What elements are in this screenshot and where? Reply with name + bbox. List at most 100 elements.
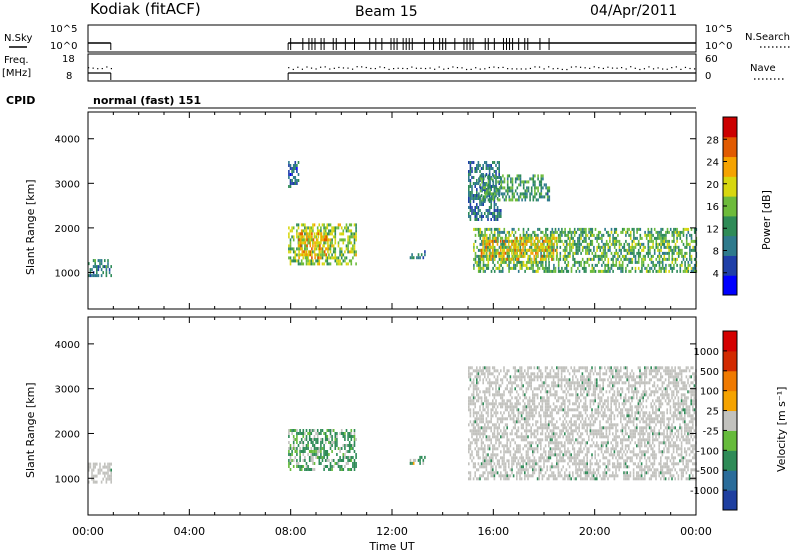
power-cell (485, 227, 488, 231)
power-cell (350, 259, 353, 263)
velocity-cell (296, 429, 298, 432)
velocity-cell (578, 462, 580, 466)
nave-dot (420, 67, 422, 69)
velocity-cell (300, 438, 303, 441)
power-cell (685, 257, 688, 261)
power-cell (591, 227, 594, 231)
velocity-cell (580, 474, 582, 478)
power-cell (681, 254, 683, 258)
power-cell (681, 239, 683, 243)
velocity-cell (479, 465, 481, 469)
power-cell (303, 235, 305, 239)
velocity-cell (564, 411, 566, 415)
power-cell (605, 254, 608, 258)
power-cell (637, 239, 640, 243)
velocity-cell (562, 420, 564, 424)
power-cell (516, 260, 518, 264)
velocity-cell (530, 372, 532, 376)
velocity-cell (607, 405, 609, 409)
velocity-cell (468, 405, 470, 409)
velocity-cell (580, 366, 582, 370)
power-cell (511, 186, 514, 190)
power-cell (585, 230, 587, 234)
power-cell (291, 229, 293, 233)
power-cell (604, 257, 606, 261)
power-cell (508, 254, 510, 258)
velocity-cell (318, 450, 321, 453)
power-cell (681, 260, 683, 264)
power-cell (551, 230, 554, 234)
velocity-cell (294, 450, 297, 453)
power-cell (340, 226, 343, 230)
velocity-cell (557, 459, 560, 463)
velocity-cell (487, 444, 489, 448)
power-cell (660, 242, 662, 246)
velocity-cell (556, 399, 558, 403)
power-cell (644, 230, 646, 234)
power-cell (324, 226, 327, 230)
velocity-cell (604, 441, 606, 445)
power-cell (329, 238, 332, 242)
velocity-cell (535, 408, 537, 412)
power-cell (478, 177, 480, 181)
velocity-cell (615, 471, 617, 475)
power-cell (548, 263, 550, 267)
power-cell (474, 212, 476, 215)
velocity-cell (564, 390, 566, 394)
power-cell (655, 269, 658, 273)
power-cell (493, 170, 496, 173)
velocity-cell (589, 378, 592, 382)
velocity-cell (533, 432, 536, 436)
power-cell (674, 260, 677, 264)
power-cell (530, 266, 533, 270)
velocity-cell (589, 372, 592, 376)
velocity-cell (504, 387, 507, 391)
velocity-cell (544, 399, 547, 403)
velocity-cell (551, 423, 553, 427)
velocity-cell (538, 441, 540, 445)
power-cell (596, 233, 598, 237)
velocity-cell (316, 429, 319, 432)
power-cell (549, 254, 552, 258)
velocity-cell (492, 414, 494, 418)
velocity-cell (517, 402, 520, 406)
velocity-cell (504, 402, 507, 406)
power-cell (647, 254, 650, 258)
power-cell (320, 241, 322, 245)
power-cell (674, 242, 677, 246)
velocity-cell (620, 411, 622, 415)
velocity-cell (471, 441, 473, 445)
power-cell (321, 223, 324, 227)
velocity-cell (535, 468, 537, 472)
power-cell (612, 257, 614, 261)
velocity-cell (530, 432, 532, 436)
velocity-cell (599, 447, 601, 451)
velocity-cell (308, 450, 311, 453)
velocity-cell (477, 372, 480, 376)
power-cell (690, 266, 693, 270)
power-cell (512, 239, 515, 243)
power-cell (477, 233, 480, 237)
power-cell (588, 245, 590, 249)
velocity-cell (320, 438, 322, 441)
power-cell (503, 198, 506, 202)
power-cell (350, 262, 353, 266)
power-cell (545, 186, 547, 190)
power-cell (541, 254, 544, 258)
power-cell (639, 245, 642, 249)
velocity-cell (594, 387, 596, 391)
nave-dot (288, 67, 290, 69)
velocity-cell (516, 399, 518, 403)
power-cell (644, 257, 646, 261)
power-cell (580, 227, 582, 231)
velocity-cell (487, 387, 489, 391)
velocity-cell (597, 471, 600, 475)
power-cell (522, 251, 525, 255)
power-cell (658, 242, 661, 246)
power-cell (657, 236, 659, 240)
velocity-cell (578, 468, 580, 472)
power-cell (553, 263, 555, 267)
power-cell (671, 257, 674, 261)
velocity-cell (559, 432, 561, 436)
power-cell (498, 230, 501, 234)
